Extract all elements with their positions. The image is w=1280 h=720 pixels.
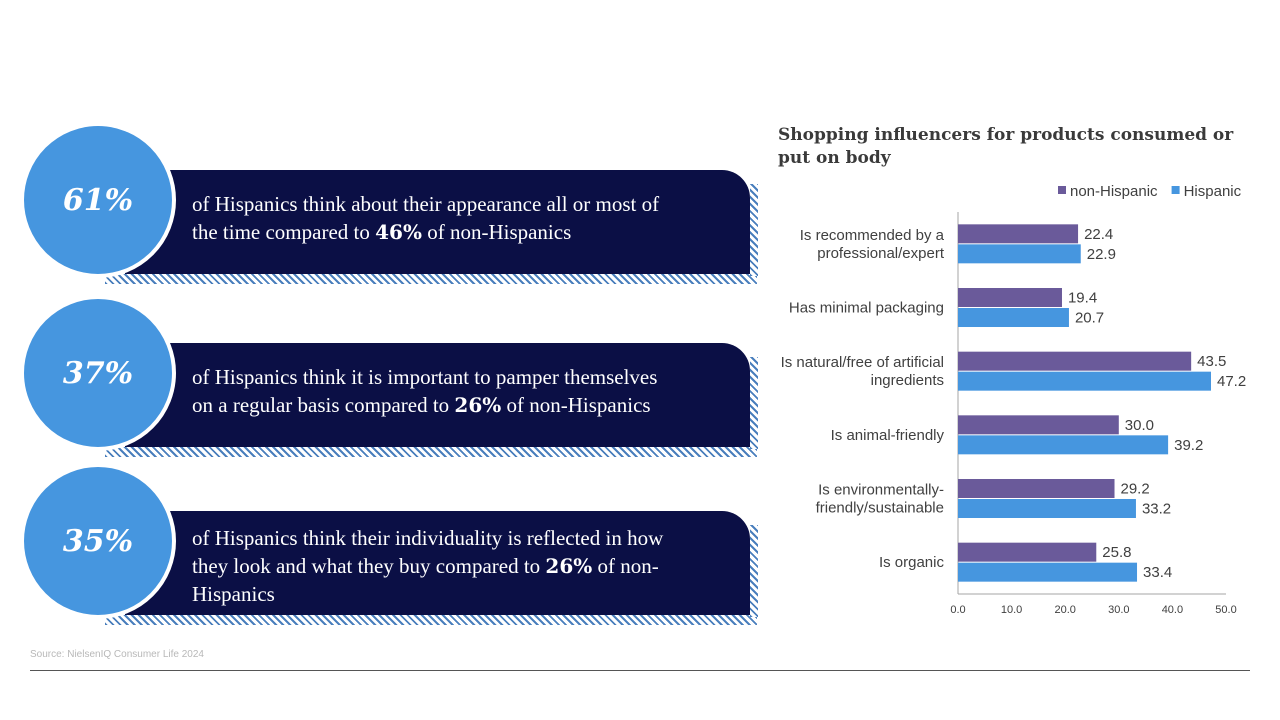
bar-hispanic [958, 499, 1136, 518]
bar-non-hispanic [958, 224, 1079, 244]
category-label: Has minimal packaging [789, 300, 944, 317]
stat-hatch [105, 615, 757, 625]
stat-line-1: of Hispanics think their individuality i… [192, 526, 664, 550]
stat-line-3: Hispanics [192, 582, 275, 606]
category-label: Is natural/free of artificial [781, 354, 944, 371]
stat-text: of Hispanics think it is important to pa… [192, 363, 732, 419]
stat-circle: 35% [20, 463, 176, 619]
stat-compare-pct: 26% [545, 554, 593, 578]
data-label: 39.2 [1174, 437, 1203, 454]
stat-percent: 61% [62, 182, 134, 218]
stat-banner [125, 511, 750, 615]
bar-non-hispanic [958, 351, 1192, 371]
x-tick-label: 20.0 [1054, 604, 1075, 616]
stat-circle: 37% [20, 295, 176, 451]
stat-compare-pct: 46% [375, 220, 422, 244]
stat-line-2: they look and what they buy compared to … [192, 552, 732, 580]
data-label: 22.9 [1087, 246, 1116, 263]
legend-label: non-Hispanic [1070, 183, 1158, 200]
stat-hatch-side [750, 525, 758, 617]
category-label: Is animal-friendly [831, 427, 945, 444]
stat-hatch [105, 274, 757, 284]
stat-banner [125, 343, 750, 447]
legend-swatch [1171, 186, 1180, 194]
stat-line-2-pre: the time compared to [192, 220, 376, 244]
category-label: ingredients [871, 372, 944, 389]
x-tick-label: 30.0 [1108, 604, 1129, 616]
data-label: 33.4 [1143, 564, 1172, 581]
legend-swatch [1058, 186, 1066, 194]
stat-text: of Hispanics think their individuality i… [192, 524, 732, 608]
stat-compare-pct: 26% [454, 393, 502, 417]
x-tick-label: 10.0 [1001, 604, 1022, 616]
stat-percent: 37% [62, 355, 134, 391]
source-note: Source: NielsenIQ Consumer Life 2024 [30, 649, 204, 660]
stat-text: of Hispanics think about their appearanc… [192, 190, 732, 246]
stat-line-2-pre: they look and what they buy compared to [192, 554, 546, 578]
bar-non-hispanic [958, 288, 1062, 307]
stat-line-2-post: of non- [592, 554, 659, 578]
data-label: 29.2 [1121, 481, 1150, 498]
stat-line-2: the time compared to 46% of non-Hispanic… [192, 218, 732, 246]
data-label: 47.2 [1217, 373, 1246, 390]
stat-line-2-post: of non-Hispanics [421, 220, 572, 244]
data-label: 43.5 [1197, 353, 1226, 370]
category-label: professional/expert [817, 245, 945, 262]
bar-non-hispanic [958, 479, 1115, 498]
stat-line-2-post: of non-Hispanics [501, 393, 651, 417]
legend-label: Hispanic [1184, 183, 1242, 200]
stat-hatch-side [750, 184, 758, 276]
footer-divider [30, 670, 1250, 671]
stat-card-2: 37% of Hispanics think it is important t… [0, 295, 760, 457]
bar-non-hispanic [958, 415, 1119, 435]
x-tick-label: 0.0 [950, 604, 965, 616]
stat-line-1: of Hispanics think it is important to pa… [192, 365, 658, 389]
chart-title: Shopping influencers for products consum… [778, 125, 1234, 168]
bar-hispanic [958, 244, 1081, 264]
bar-hispanic [958, 308, 1069, 327]
bar-hispanic [958, 562, 1138, 582]
category-label: Is recommended by a [800, 227, 945, 244]
bar-non-hispanic [958, 542, 1097, 562]
category-label: Is environmentally- [818, 482, 944, 499]
bar-hispanic [958, 371, 1211, 391]
category-label: Is organic [879, 554, 945, 571]
data-label: 30.0 [1125, 417, 1154, 434]
data-label: 22.4 [1084, 226, 1113, 243]
stat-hatch-side [750, 357, 758, 449]
data-label: 19.4 [1068, 290, 1097, 307]
stat-line-2: on a regular basis compared to 26% of no… [192, 391, 732, 419]
stat-banner [125, 170, 750, 274]
x-tick-label: 40.0 [1162, 604, 1183, 616]
bar-hispanic [958, 435, 1169, 455]
stat-hatch [105, 447, 757, 457]
stat-percent: 35% [62, 523, 134, 559]
data-label: 20.7 [1075, 310, 1104, 327]
stat-card-3: 35% of Hispanics think their individuali… [0, 463, 760, 625]
data-label: 33.2 [1142, 501, 1171, 518]
stat-card-1: 61% of Hispanics think about their appea… [0, 122, 760, 284]
stat-circle: 61% [20, 122, 176, 278]
category-label: friendly/sustainable [816, 500, 944, 517]
stat-line-1: of Hispanics think about their appearanc… [192, 192, 660, 216]
stat-line-2-pre: on a regular basis compared to [192, 393, 455, 417]
x-tick-label: 50.0 [1215, 604, 1236, 616]
data-label: 25.8 [1102, 544, 1131, 561]
